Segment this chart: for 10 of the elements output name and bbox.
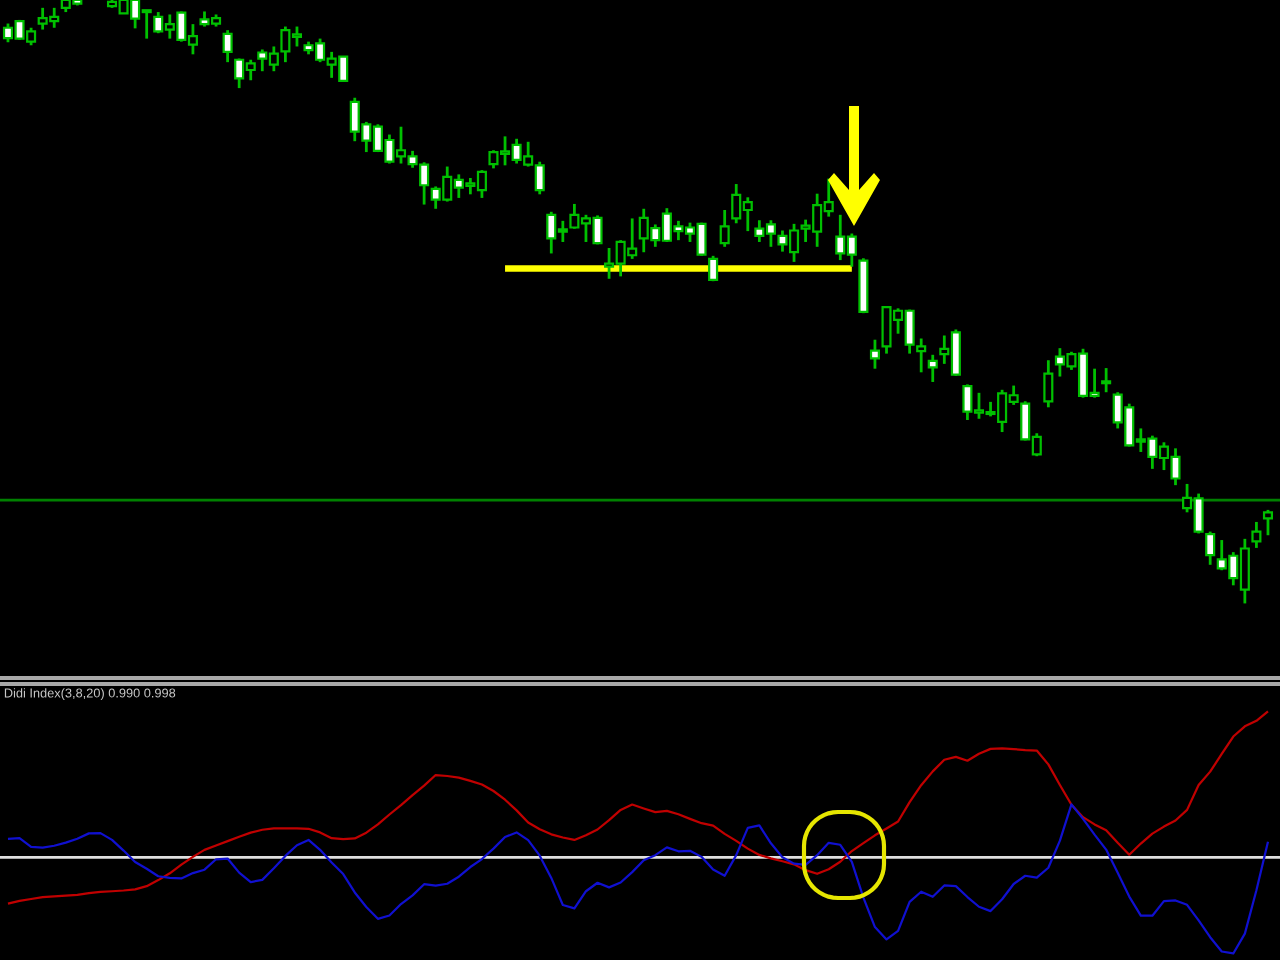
- candlestick: [222, 28, 233, 64]
- candlestick: [1251, 520, 1262, 550]
- candlestick: [719, 208, 730, 249]
- candlestick: [869, 338, 880, 371]
- candlestick: [1205, 530, 1216, 567]
- candlestick: [1262, 508, 1274, 537]
- candlestick: [708, 254, 719, 283]
- candlestick: [1101, 366, 1112, 394]
- candlestick: [927, 353, 938, 384]
- candlestick: [1043, 358, 1054, 409]
